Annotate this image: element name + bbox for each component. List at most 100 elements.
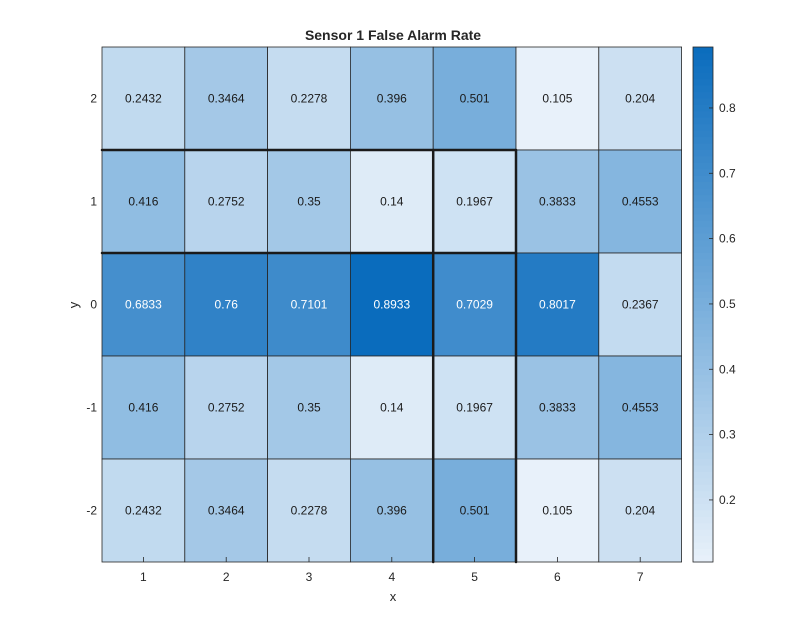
x-tick-labels: 1 2 3 4 5 6 7 <box>140 557 644 584</box>
colorbar-band <box>693 201 713 209</box>
colorbar-band <box>693 85 713 93</box>
colorbar-band <box>693 491 713 499</box>
colorbar-band <box>693 452 713 460</box>
colorbar-tick-label: 0.6 <box>719 232 736 246</box>
cell-value-label: 0.6833 <box>125 298 162 312</box>
colorbar-band <box>693 111 713 119</box>
colorbar-band <box>693 529 713 537</box>
cell-value-label: 0.105 <box>542 92 572 106</box>
colorbar-band <box>693 362 713 370</box>
colorbar-band <box>693 175 713 183</box>
cell-value-label: 0.204 <box>625 92 655 106</box>
x-tick-label: 3 <box>306 570 313 584</box>
heatmap-cell <box>598 149 682 254</box>
colorbar-band <box>693 298 713 306</box>
colorbar-band <box>693 413 713 421</box>
heatmap-cell <box>184 355 269 460</box>
y-axis-label: y <box>66 301 81 308</box>
colorbar-band <box>693 497 713 505</box>
colorbar-band <box>693 53 713 61</box>
colorbar-band <box>693 47 713 55</box>
y-tick-label: 2 <box>90 92 97 106</box>
colorbar-band <box>693 471 713 479</box>
colorbar-band <box>693 536 713 544</box>
heatmap-cell <box>349 46 434 151</box>
heatmap-cell <box>598 458 682 563</box>
cell-value-label: 0.4553 <box>622 401 659 415</box>
cell-value-label: 0.3464 <box>208 504 245 518</box>
colorbar-band <box>693 401 713 409</box>
colorbar-band <box>693 272 713 280</box>
colorbar-band <box>693 459 713 467</box>
colorbar-band <box>693 278 713 286</box>
colorbar-band <box>693 439 713 447</box>
colorbar-band <box>693 117 713 125</box>
heatmap-cell <box>598 355 682 460</box>
cell-value-label: 0.105 <box>542 504 572 518</box>
cell-value-label: 0.3833 <box>539 401 576 415</box>
cell-value-label: 0.8017 <box>539 298 576 312</box>
colorbar-band <box>693 317 713 325</box>
heatmap-cell <box>515 252 600 357</box>
colorbar-tick-label: 0.2 <box>719 493 736 507</box>
colorbar-band <box>693 265 713 273</box>
colorbar-band <box>693 323 713 331</box>
heatmap-cell <box>515 355 600 460</box>
colorbar-band <box>693 169 713 177</box>
colorbar-band <box>693 330 713 338</box>
colorbar-band <box>693 59 713 67</box>
colorbar-band <box>693 465 713 473</box>
heatmap-cell <box>515 149 600 254</box>
cell-value-label: 0.7029 <box>456 298 493 312</box>
colorbar-band <box>693 92 713 100</box>
colorbar-band <box>693 433 713 441</box>
cell-value-label: 0.2432 <box>125 504 162 518</box>
colorbar-band <box>693 188 713 196</box>
heatmap-cell <box>101 458 186 563</box>
heatmap-cell <box>267 149 351 254</box>
cell-value-label: 0.3464 <box>208 92 245 106</box>
cell-value-label: 0.14 <box>380 195 404 209</box>
heatmap-cell <box>184 252 269 357</box>
colorbar-band <box>693 182 713 190</box>
colorbar-band <box>693 253 713 261</box>
colorbar-band <box>693 246 713 254</box>
colorbar-band <box>693 79 713 87</box>
colorbar-band <box>693 291 713 299</box>
colorbar-band <box>693 356 713 364</box>
x-tick-label: 4 <box>388 570 395 584</box>
cell-value-label: 0.2752 <box>208 401 245 415</box>
cell-value-label: 0.7101 <box>291 298 328 312</box>
cell-value-label: 0.1967 <box>456 195 493 209</box>
colorbar-band <box>693 484 713 492</box>
colorbar-band <box>693 504 713 512</box>
colorbar-tick-label: 0.7 <box>719 166 736 180</box>
heatmap-cell <box>184 46 269 151</box>
cell-value-label: 0.14 <box>380 401 404 415</box>
heatmap-cells: 0.2432 0.3464 0.2278 0.396 0.501 0.105 0.204 0.… <box>101 46 682 563</box>
cell-value-label: 0.35 <box>297 195 321 209</box>
colorbar-band <box>693 66 713 74</box>
y-tick-label: 0 <box>90 298 97 312</box>
colorbar-tick-label: 0.8 <box>719 101 736 115</box>
colorbar-band <box>693 336 713 344</box>
colorbar-band <box>693 162 713 170</box>
colorbar-band <box>693 388 713 396</box>
cell-value-label: 0.3833 <box>539 195 576 209</box>
cell-value-label: 0.204 <box>625 504 655 518</box>
x-tick-label: 1 <box>140 570 147 584</box>
colorbar-band <box>693 72 713 80</box>
colorbar-band <box>693 233 713 241</box>
colorbar: 0.2 0.3 0.4 0.5 0.6 0.7 0.8 <box>692 46 736 563</box>
colorbar-band <box>693 130 713 138</box>
heatmap-cell <box>432 149 517 254</box>
x-tick-label: 6 <box>554 570 561 584</box>
colorbar-band <box>693 310 713 318</box>
x-tick-label: 7 <box>637 570 644 584</box>
cell-value-label: 0.396 <box>377 92 407 106</box>
cell-value-label: 0.76 <box>215 298 239 312</box>
x-tick-label: 2 <box>223 570 230 584</box>
colorbar-band <box>693 523 713 531</box>
x-tick-label: 5 <box>471 570 478 584</box>
